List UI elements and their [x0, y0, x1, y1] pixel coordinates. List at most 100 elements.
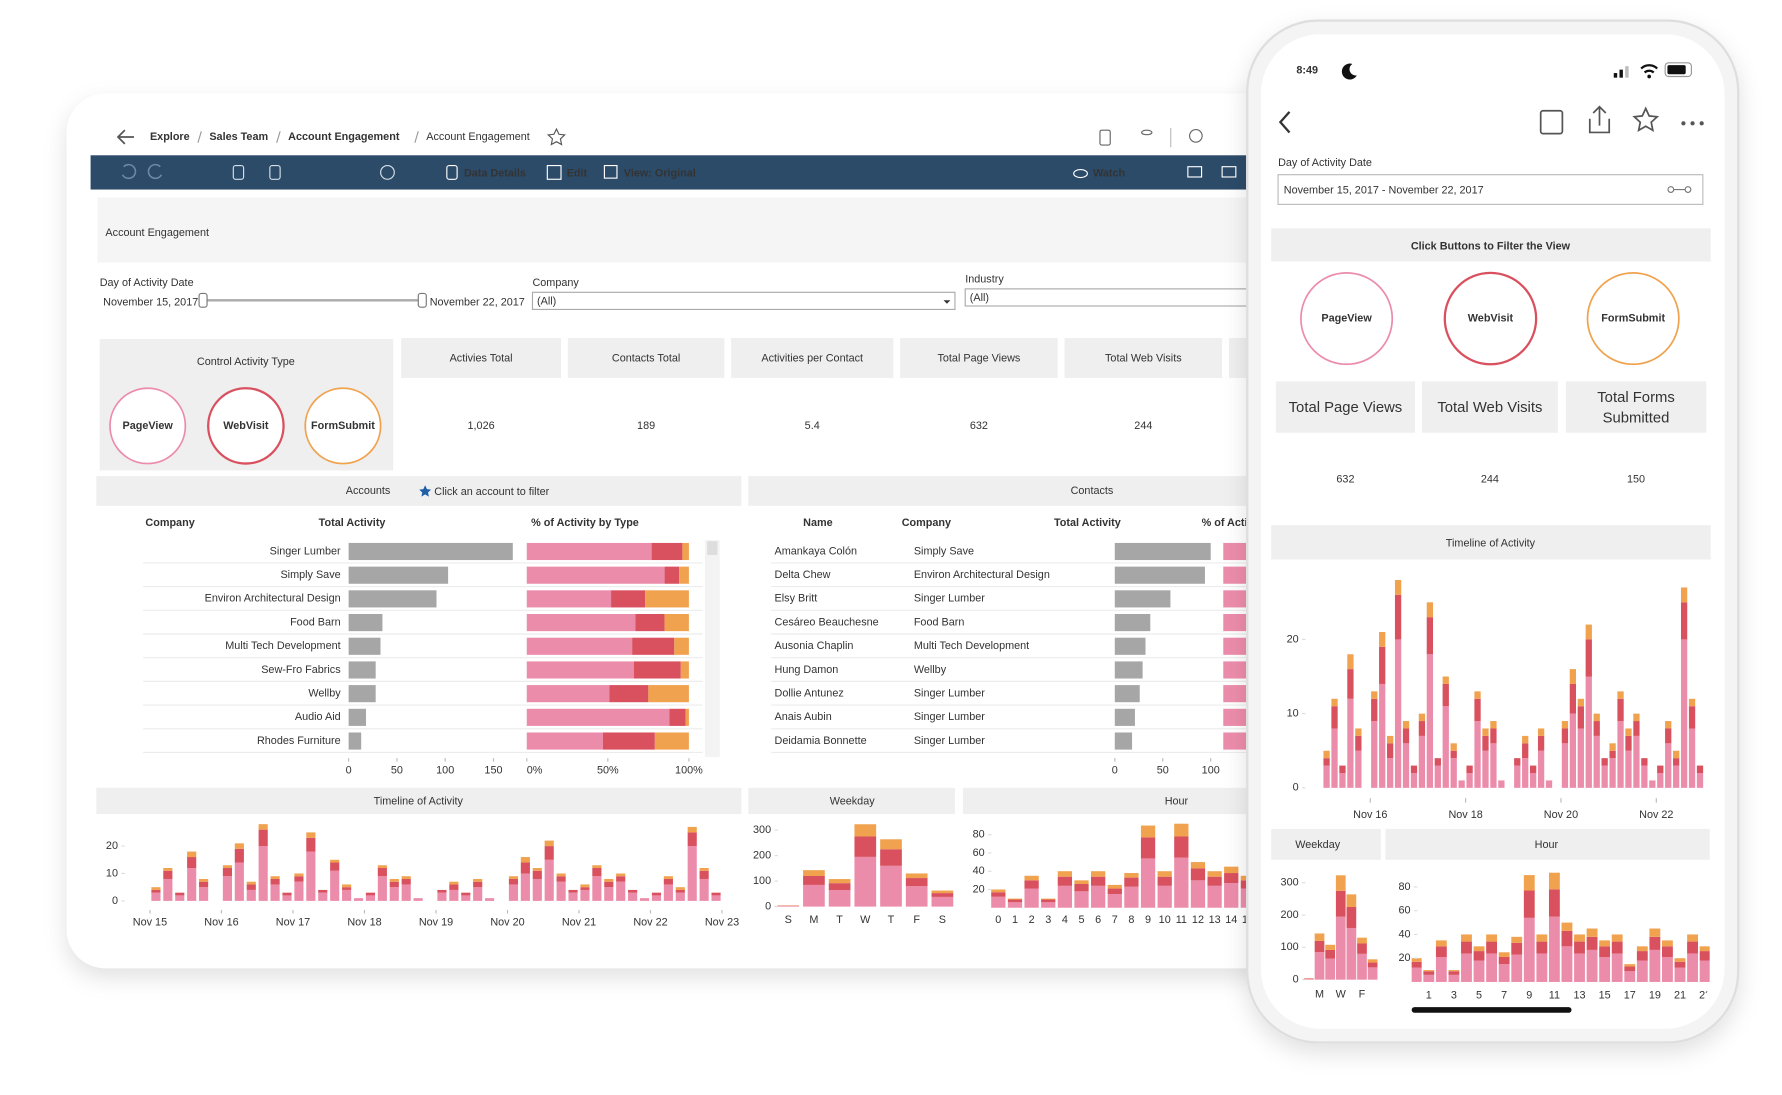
filter-value: November 15, 2017 [103, 296, 198, 308]
activity-button-label[interactable]: WebVisit [1468, 312, 1514, 324]
activity-button[interactable] [304, 387, 382, 465]
industry-dropdown[interactable] [964, 288, 1262, 307]
x-tick-label: 15 [1242, 914, 1254, 926]
activity-button[interactable] [1586, 272, 1680, 366]
activity-bar[interactable] [348, 661, 376, 679]
share-button[interactable] [1588, 105, 1611, 134]
activity-bar[interactable] [348, 708, 367, 726]
slider-handle[interactable] [198, 292, 208, 308]
contact-name[interactable]: Deidamia Bonnette [775, 735, 867, 747]
toolbar-button[interactable]: Edit [567, 167, 588, 179]
data-icon[interactable] [1141, 129, 1153, 136]
bar-segment [1665, 721, 1672, 729]
slider-handle[interactable] [417, 292, 427, 308]
contact-name[interactable]: Dollie Antunez [775, 688, 844, 700]
bar-segment [1418, 713, 1426, 722]
date-range-box[interactable] [1277, 174, 1704, 205]
favorite-button[interactable] [1632, 106, 1660, 132]
bar-segment [1124, 877, 1139, 887]
x-tick-label: Nov 19 [419, 916, 453, 928]
activity-button-label[interactable]: FormSubmit [1601, 312, 1665, 324]
bar-segment [1423, 974, 1435, 982]
contact-name[interactable]: Ausonia Chaplin [775, 640, 854, 652]
contact-name[interactable]: Elsy Britt [775, 593, 818, 605]
device-icon[interactable] [1099, 129, 1111, 146]
x-tick-label: T [888, 914, 895, 926]
download-icon[interactable] [1221, 166, 1237, 178]
x-tick-label: 100% [675, 765, 703, 777]
data-details-icon[interactable] [446, 164, 458, 180]
x-tick-label: 10 [1159, 914, 1171, 926]
activity-button[interactable] [1300, 272, 1394, 366]
kpi-value: 1,026 [468, 420, 495, 432]
activity-button-label[interactable]: WebVisit [223, 420, 269, 432]
activity-bar[interactable] [348, 732, 362, 750]
activity-button-label[interactable]: PageView [1321, 312, 1372, 324]
toolbar-button[interactable]: View: Original [624, 167, 696, 179]
bar-segment [1636, 951, 1648, 961]
company-name[interactable]: Simply Save [280, 569, 340, 581]
watch-button[interactable]: Watch [1093, 167, 1125, 179]
contact-company: Singer Lumber [914, 688, 985, 700]
activity-button[interactable] [109, 387, 187, 465]
activity-bar[interactable] [348, 566, 449, 584]
company-dropdown[interactable] [531, 291, 956, 311]
toolbar-icon[interactable] [232, 164, 245, 180]
x-tick-label: 11 [1176, 914, 1187, 926]
bar-segment [1673, 750, 1680, 759]
company-name[interactable]: Food Barn [290, 616, 341, 628]
bar-segment [1696, 773, 1704, 788]
contact-name[interactable]: Amankaya Colón [775, 545, 857, 557]
activity-button-label[interactable]: FormSubmit [311, 420, 375, 432]
more-button[interactable] [1690, 121, 1695, 126]
x-tick-label: Nov 15 [133, 916, 167, 928]
toolbar-icon[interactable] [380, 164, 395, 180]
view-icon[interactable] [603, 164, 618, 179]
edit-icon[interactable] [546, 164, 562, 180]
company-name[interactable]: Singer Lumber [270, 545, 341, 557]
search-icon[interactable] [1189, 129, 1203, 143]
x-tick-label: Nov 22 [1639, 809, 1673, 821]
bar-segment [1662, 946, 1673, 958]
bar-segment [803, 870, 825, 877]
undo-redo[interactable] [121, 163, 163, 180]
watch-icon[interactable] [1073, 168, 1088, 179]
bar-segment [1561, 930, 1573, 947]
bar-segment [1537, 750, 1545, 788]
activity-bar[interactable] [348, 590, 437, 608]
contact-name[interactable]: Hung Damon [775, 664, 839, 676]
metrics-button[interactable] [1539, 109, 1564, 135]
column-header: Total Activity [1054, 517, 1121, 529]
toolbar-icon[interactable] [269, 164, 281, 180]
company-name[interactable]: Multi Tech Development [225, 640, 340, 652]
activity-button-label[interactable]: PageView [122, 420, 173, 432]
bar-segment [473, 881, 483, 888]
toolbar-button[interactable]: Data Details [464, 167, 526, 179]
favorite-star[interactable] [546, 127, 566, 146]
activity-bar[interactable] [348, 614, 383, 632]
more-button[interactable] [1699, 121, 1704, 126]
back-button[interactable] [1278, 111, 1291, 134]
back-arrow[interactable] [116, 129, 134, 145]
company-name[interactable]: Wellby [308, 688, 341, 700]
bar-segment [1461, 953, 1472, 982]
more-button[interactable] [1681, 121, 1686, 126]
activity-button[interactable] [1443, 271, 1538, 366]
company-name[interactable]: Sew-Fro Fabrics [261, 664, 341, 676]
contact-name[interactable]: Cesáreo Beauchesne [775, 616, 879, 628]
activity-bar[interactable] [348, 685, 376, 703]
company-name[interactable]: Audio Aid [295, 711, 341, 723]
bar-segment [294, 881, 304, 901]
company-name[interactable]: Environ Architectural Design [205, 593, 341, 605]
comment-icon[interactable] [1187, 166, 1203, 178]
company-name[interactable]: Rhodes Furniture [257, 735, 341, 747]
bar-segment [1586, 936, 1598, 950]
contact-name[interactable]: Anais Aubin [775, 711, 832, 723]
bar-segment [306, 837, 316, 852]
contact-name[interactable]: Delta Chew [775, 569, 831, 581]
bar-segment [905, 873, 928, 879]
bar-segment [306, 832, 316, 838]
activity-button[interactable] [207, 387, 285, 465]
activity-bar[interactable] [348, 542, 513, 561]
activity-bar[interactable] [348, 637, 381, 655]
